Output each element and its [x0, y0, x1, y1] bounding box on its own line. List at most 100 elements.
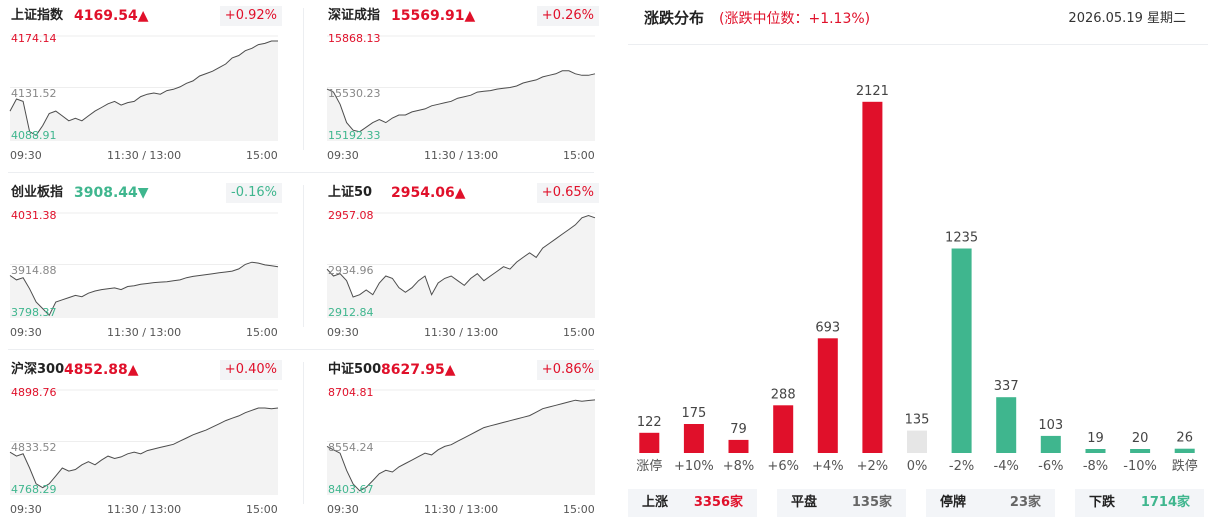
distribution-bar[interactable]: [639, 432, 660, 453]
category-label: 跌停: [1172, 458, 1198, 474]
distribution-bar[interactable]: [996, 397, 1017, 453]
index-panel[interactable]: 创业板指 3908.44▼ -0.16% 4031.38 3914.88 3798.37 0…: [0, 177, 290, 347]
index-panel[interactable]: 上证指数 4169.54▲ +0.92% 4174.14 4131.52 4088.91 0…: [0, 0, 290, 170]
price-low-label: 4768.29: [11, 483, 57, 496]
index-name: 中证500: [328, 362, 382, 377]
index-change: +0.65%: [536, 183, 599, 203]
distribution-bar[interactable]: [773, 405, 794, 453]
index-value: 8627.95▲: [381, 362, 456, 378]
index-name: 深证成指: [328, 8, 381, 23]
category-label: +8%: [723, 459, 755, 474]
intraday-chart: [326, 35, 596, 141]
bar-value-label: 288: [771, 387, 796, 402]
index-panel[interactable]: 中证500 8627.95▲ +0.86% 8704.81 8554.24 8403.67…: [317, 354, 607, 520]
bar-value-label: 2121: [856, 84, 889, 99]
index-value: 15569.91▲: [391, 8, 476, 24]
price-area: [327, 70, 595, 141]
time-label-close: 15:00: [246, 149, 278, 162]
time-label-open: 09:30: [327, 149, 359, 162]
price-area: [10, 41, 278, 141]
index-name: 上证50: [328, 185, 373, 200]
intraday-chart: [9, 212, 279, 318]
bar-value-label: 103: [1038, 418, 1063, 433]
time-label-open: 09:30: [10, 503, 42, 516]
divider: [303, 362, 304, 504]
price-mid-label: 4833.52: [11, 441, 57, 454]
distribution-bar[interactable]: [1040, 435, 1061, 453]
index-header: 上证50 2954.06▲ +0.65%: [317, 183, 607, 203]
distribution-bar-chart: 122 涨停 175 +10% 79 +8% 288 +6% 693 +4% 2121 +2% 135 0…: [636, 84, 1198, 474]
divider: [303, 185, 304, 327]
price-area: [10, 262, 278, 318]
price-line: [326, 70, 596, 133]
index-change: +0.40%: [219, 360, 282, 380]
time-label-open: 09:30: [327, 503, 359, 516]
distribution-bar[interactable]: [683, 424, 704, 453]
intraday-chart: [326, 389, 596, 495]
price-low-label: 8403.67: [328, 483, 374, 496]
index-header: 中证500 8627.95▲ +0.86%: [317, 360, 607, 380]
time-label-open: 09:30: [10, 326, 42, 339]
intraday-chart: [9, 389, 279, 495]
category-label: +4%: [812, 459, 844, 474]
divider: [303, 8, 304, 150]
summary-label: 停牌: [940, 495, 967, 510]
time-label-open: 09:30: [327, 326, 359, 339]
distribution-bar[interactable]: [1085, 449, 1106, 453]
price-mid-label: 8554.24: [328, 441, 374, 454]
divider: [8, 172, 594, 173]
price-mid-label: 15530.23: [328, 87, 381, 100]
price-low-label: 4088.91: [11, 129, 57, 142]
distribution-bar[interactable]: [728, 439, 749, 453]
summary-suspended: 停牌 23家: [926, 489, 1055, 517]
category-label: -6%: [1038, 459, 1063, 474]
index-header: 沪深300 4852.88▲ +0.40%: [0, 360, 290, 380]
summary-flat: 平盘 135家: [777, 489, 906, 517]
price-line: [9, 261, 279, 317]
category-label: -8%: [1083, 459, 1108, 474]
price-line: [326, 214, 596, 298]
distribution-bar[interactable]: [1130, 449, 1151, 453]
index-change: +0.26%: [536, 6, 599, 26]
category-label: 涨停: [636, 458, 662, 474]
index-value: 3908.44▼: [74, 185, 149, 201]
time-label-midday: 11:30 / 13:00: [107, 503, 182, 516]
index-change: -0.16%: [226, 183, 282, 203]
price-high-label: 4174.14: [11, 32, 57, 45]
price-low-label: 3798.37: [11, 306, 57, 319]
summary-value: 1714家: [1140, 495, 1190, 510]
summary-label: 下跌: [1089, 495, 1116, 510]
bar-value-label: 122: [637, 415, 662, 430]
distribution-bar[interactable]: [862, 101, 883, 454]
index-panel[interactable]: 上证50 2954.06▲ +0.65% 2957.08 2934.96 2912.84 0…: [317, 177, 607, 347]
intraday-chart: [9, 35, 278, 141]
index-panel[interactable]: 沪深300 4852.88▲ +0.40% 4898.76 4833.52 4768.29…: [0, 354, 290, 520]
trade-date: 2026.05.19 星期二: [1068, 11, 1186, 26]
category-label: -10%: [1123, 459, 1157, 474]
time-label-midday: 11:30 / 13:00: [107, 326, 182, 339]
index-value: 4169.54▲: [74, 8, 149, 24]
bar-value-label: 337: [994, 379, 1019, 394]
summary-value: 23家: [1009, 495, 1041, 510]
price-line: [9, 40, 278, 136]
time-label-close: 15:00: [246, 503, 278, 516]
summary-value: 135家: [851, 495, 892, 510]
distribution-title: 涨跌分布: [644, 9, 705, 27]
distribution-bar[interactable]: [1174, 448, 1195, 453]
median-change: (涨跌中位数：+1.13%): [719, 11, 871, 27]
index-name: 上证指数: [11, 8, 64, 23]
distribution-bar[interactable]: [951, 248, 972, 454]
summary-value: 3356家: [693, 495, 743, 510]
category-label: +10%: [674, 459, 714, 474]
time-label-midday: 11:30 / 13:00: [107, 149, 182, 162]
price-mid-label: 3914.88: [11, 264, 57, 277]
index-panel[interactable]: 深证成指 15569.91▲ +0.26% 15868.13 15530.23 15192…: [317, 0, 607, 170]
distribution-bar[interactable]: [817, 338, 838, 453]
time-label-close: 15:00: [563, 326, 595, 339]
bar-value-label: 175: [681, 406, 706, 421]
price-mid-label: 2934.96: [328, 264, 374, 277]
distribution-bar[interactable]: [907, 430, 927, 453]
price-mid-label: 4131.52: [11, 87, 57, 100]
index-name: 沪深300: [11, 362, 65, 377]
price-line: [326, 399, 596, 492]
